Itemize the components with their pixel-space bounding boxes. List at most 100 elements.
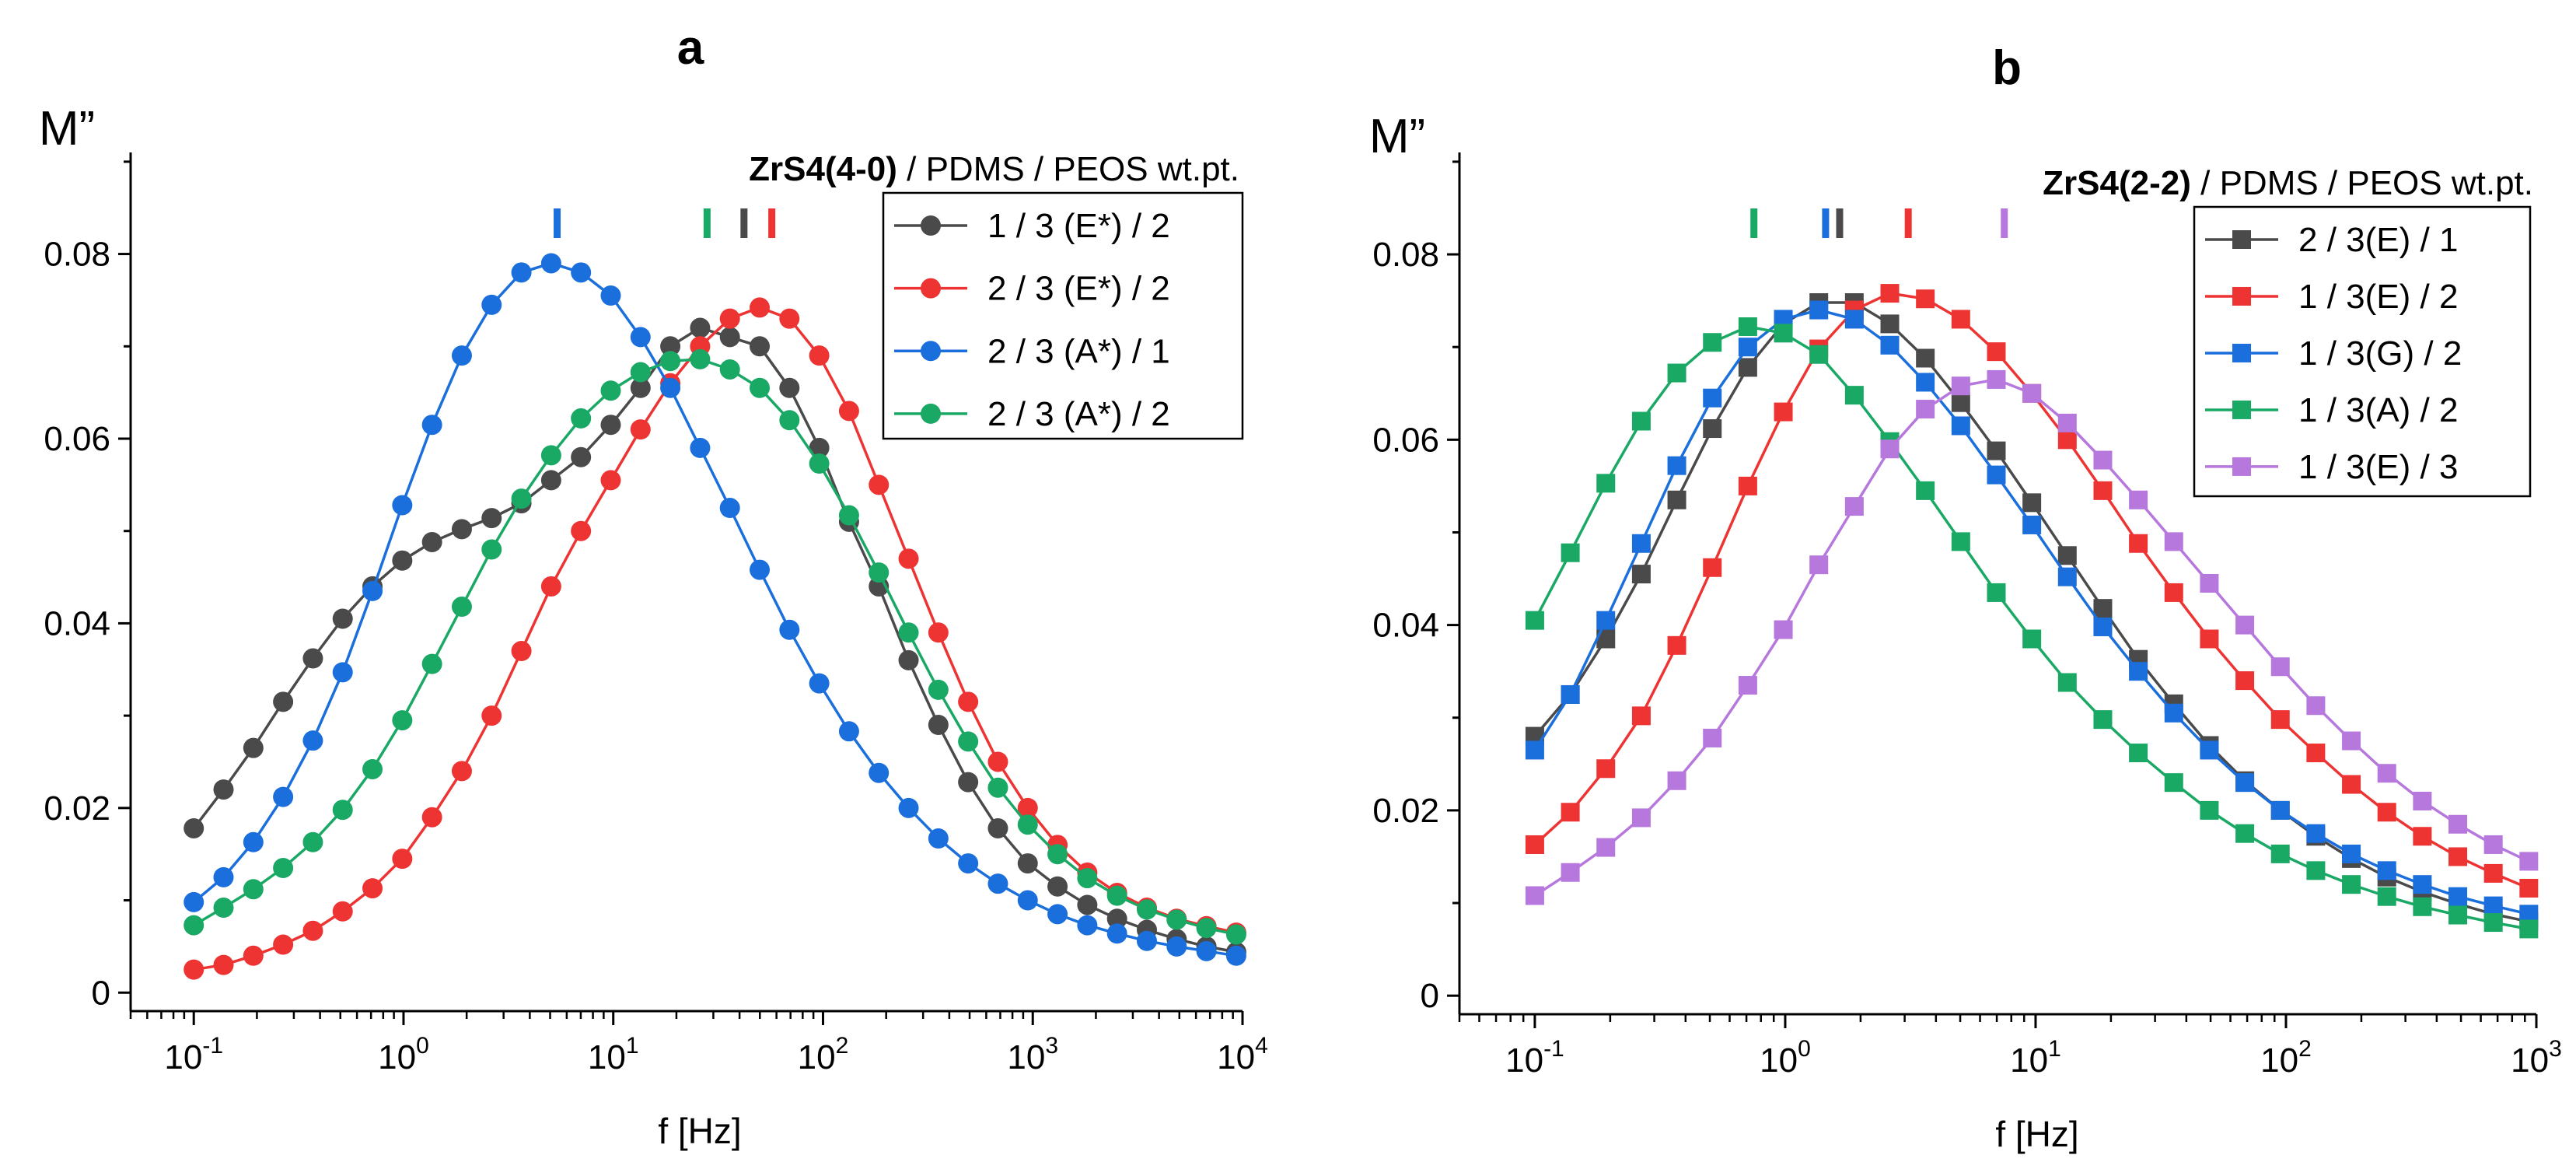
data-point: [928, 828, 949, 849]
data-point: [1525, 740, 1544, 760]
data-point: [1667, 363, 1686, 383]
data-point: [600, 380, 621, 401]
data-point: [869, 474, 890, 495]
data-point: [1196, 918, 1217, 939]
data-point: [750, 297, 771, 318]
data-point: [779, 377, 800, 398]
data-point: [600, 470, 621, 491]
data-point: [898, 548, 919, 569]
data-point: [2483, 913, 2503, 933]
data-point: [2342, 875, 2361, 894]
data-point: [2448, 887, 2468, 906]
series-1 / 3(G) / 2: [1525, 208, 2539, 924]
data-point: [1916, 373, 1935, 392]
data-point: [660, 377, 681, 398]
data-point: [213, 779, 234, 800]
data-point: [2129, 662, 2148, 681]
data-point: [392, 495, 413, 516]
data-point: [987, 751, 1008, 772]
data-point: [898, 622, 919, 643]
legend-label: 2 / 3 (E*) / 2: [987, 270, 1170, 308]
data-point: [630, 327, 651, 348]
data-point: [481, 539, 502, 560]
data-point: [750, 377, 771, 398]
data-point: [1880, 335, 1900, 355]
data-point: [362, 580, 383, 601]
data-point: [838, 721, 859, 742]
series-2 / 3 (A*) / 2: [184, 208, 1246, 945]
x-tick-label: 10-1: [1505, 1036, 1564, 1080]
data-point: [1738, 317, 1757, 336]
data-point: [690, 317, 711, 338]
y-tick-label: 0.08: [1372, 236, 1439, 274]
data-point: [243, 831, 264, 852]
data-point: [1880, 314, 1900, 334]
data-point: [719, 498, 740, 519]
data-point: [2413, 827, 2432, 846]
data-point: [481, 508, 502, 529]
data-point: [1077, 915, 1098, 936]
legend-label: 2 / 3(E) / 1: [2298, 221, 2458, 259]
data-point: [243, 737, 264, 758]
data-point: [1561, 543, 1580, 562]
data-point: [213, 866, 234, 887]
data-point: [1631, 411, 1651, 431]
series-1 / 3(E) / 3: [1525, 208, 2539, 905]
data-point: [2270, 800, 2290, 820]
data-point: [750, 559, 771, 580]
data-point: [1561, 684, 1580, 704]
data-point: [1809, 345, 1829, 364]
data-point: [1951, 532, 1970, 551]
data-point: [2483, 863, 2503, 883]
data-point: [1703, 419, 1722, 439]
data-point: [392, 550, 413, 571]
data-point: [2270, 710, 2290, 730]
data-point: [302, 648, 323, 669]
data-point: [302, 831, 323, 852]
data-point: [779, 410, 800, 431]
data-point: [1809, 300, 1829, 320]
data-point: [273, 934, 294, 955]
data-point: [273, 786, 294, 807]
data-point: [2483, 896, 2503, 915]
data-point: [1017, 890, 1038, 911]
data-point: [1166, 936, 1187, 957]
data-point: [362, 878, 383, 899]
chart-subtitle: ZrS4(4-0) / PDMS / PEOS wt.pt.: [749, 150, 1239, 188]
x-tick-label: 101: [2010, 1036, 2061, 1080]
y-tick-label: 0.02: [1372, 792, 1439, 830]
data-point: [2483, 835, 2503, 854]
data-point: [2129, 490, 2148, 509]
data-point: [630, 377, 651, 398]
data-point: [273, 858, 294, 878]
legend-label: 1 / 3(A) / 2: [2298, 391, 2458, 429]
data-point: [928, 679, 949, 700]
data-point: [2413, 875, 2432, 894]
data-point: [451, 345, 472, 366]
y-tick-label: 0: [1421, 977, 1439, 1015]
data-point: [2129, 744, 2148, 763]
data-point: [421, 807, 442, 828]
data-point: [1667, 456, 1686, 475]
series-line: [193, 358, 1237, 936]
data-point: [1106, 908, 1127, 929]
data-point: [2200, 740, 2219, 760]
data-point: [1951, 416, 1970, 436]
data-point: [2270, 844, 2290, 863]
data-point: [2093, 450, 2113, 470]
panel-a: 0 0.02 0.04 0.06 0.08 10-1 100 101 102 103 104 a M” f…: [39, 21, 1268, 1151]
data-point: [2093, 710, 2113, 730]
data-point: [719, 308, 740, 329]
data-point: [1774, 324, 1793, 343]
panel-label: b: [1992, 41, 2022, 95]
data-point: [184, 959, 204, 980]
data-point: [958, 772, 979, 793]
data-point: [213, 898, 234, 919]
x-tick-label: 102: [2260, 1036, 2312, 1080]
data-point: [451, 761, 472, 782]
data-point: [809, 673, 830, 694]
data-point: [1916, 289, 1935, 309]
data-point: [1166, 909, 1187, 930]
y-axis-title: M”: [1369, 110, 1425, 163]
